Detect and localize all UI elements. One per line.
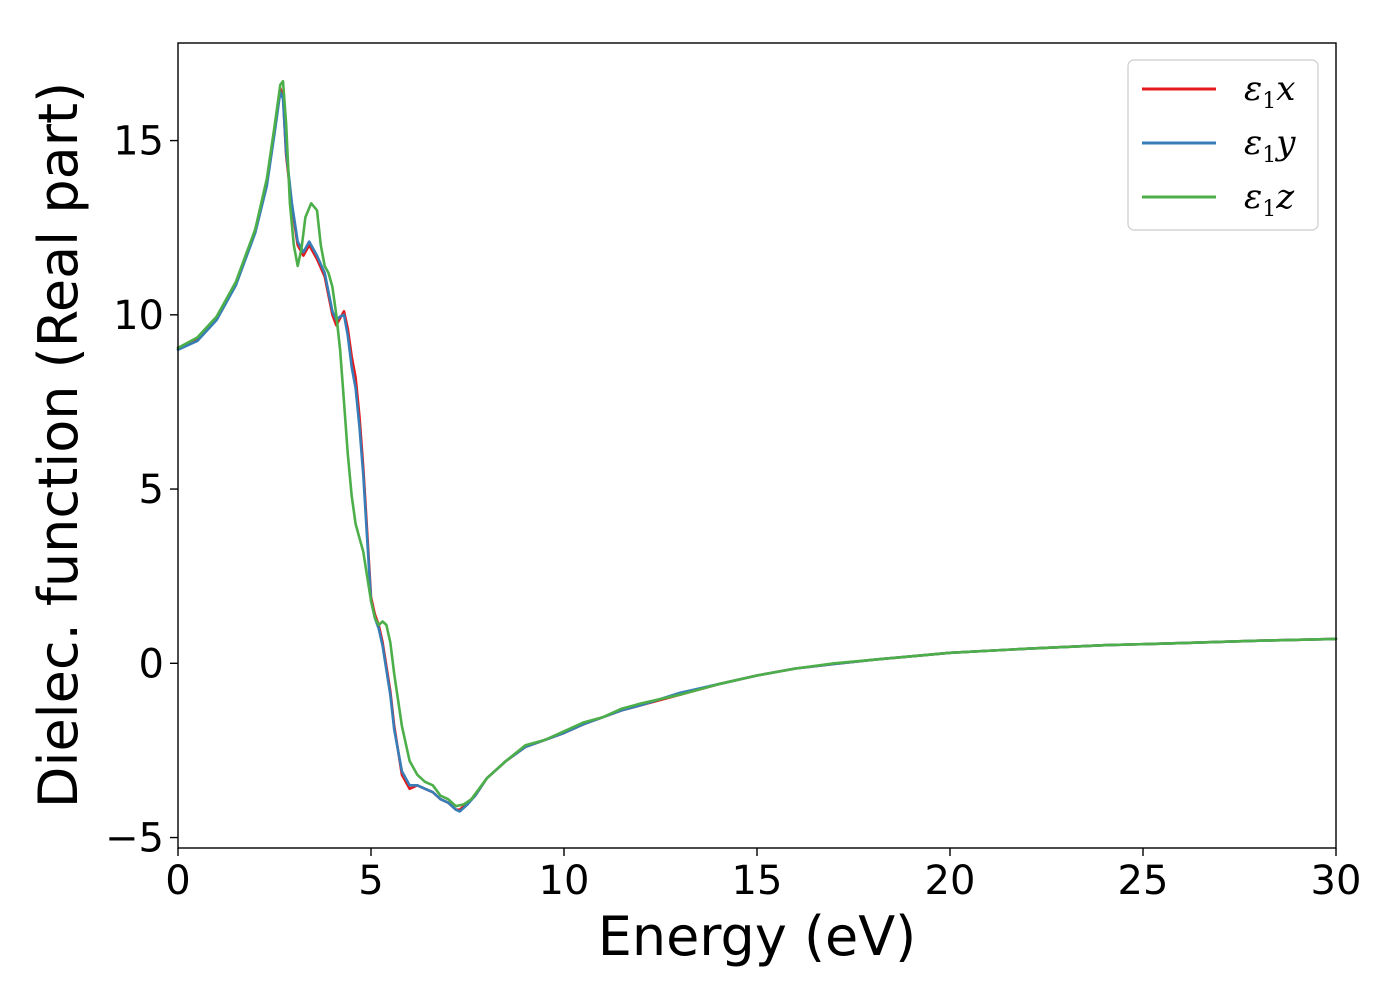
legend-label-y: ε1y [1244, 123, 1296, 168]
x-tick-label: 30 [1311, 858, 1362, 904]
y-tick-label: 15 [113, 119, 164, 165]
legend-label-x: ε1x [1244, 69, 1295, 114]
x-tick-label: 20 [925, 858, 976, 904]
series-layer [176, 80, 1338, 813]
x-tick-label: 5 [358, 858, 383, 904]
x-tick-label: 10 [539, 858, 590, 904]
x-tick-label: 15 [732, 858, 783, 904]
y-tick-label: 0 [139, 641, 164, 687]
y-axis: −5 0 5 10 15 [105, 119, 178, 862]
x-tick-label: 25 [1118, 858, 1169, 904]
y-tick-label: −5 [105, 816, 164, 862]
legend-box [1127, 59, 1319, 231]
y-axis-title: Dielec. function (Real part) [27, 82, 90, 808]
x-axis-title: Energy (eV) [598, 905, 917, 968]
x-axis: 0 5 10 15 20 25 30 [165, 848, 1361, 904]
legend-label-z: ε1z [1244, 177, 1295, 222]
y-tick-label: 5 [139, 467, 164, 513]
legend: ε1x ε1y ε1z [1127, 59, 1319, 231]
legend-entries: ε1x ε1y ε1z [1142, 69, 1296, 222]
series-line-z [176, 80, 1338, 808]
x-tick-label: 0 [165, 858, 190, 904]
y-tick-label: 10 [113, 293, 164, 339]
